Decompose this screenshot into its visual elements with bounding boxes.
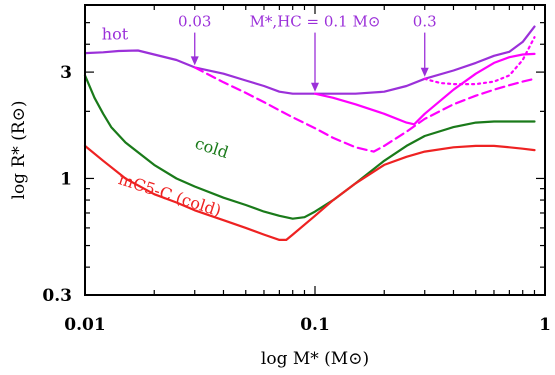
x-tick-label: 0.1 <box>300 315 330 335</box>
y-tick-label: 1 <box>60 169 72 189</box>
series-line-0 <box>83 25 536 95</box>
annotation-arrows <box>190 32 429 92</box>
series-line-4 <box>83 74 536 220</box>
y-tick-label: 3 <box>60 63 72 83</box>
series-label-2: mC5-C (cold) <box>116 169 223 220</box>
x-tick-label: 0.01 <box>64 315 105 335</box>
series-line-1 <box>313 52 536 126</box>
annotation-arrowhead-1 <box>311 82 319 92</box>
x-axis-label: log M* (M⊙) <box>261 349 369 369</box>
annotation-arrowhead-2 <box>420 67 429 77</box>
annotation-label-0: 0.03 <box>178 13 211 31</box>
series-group <box>83 25 536 241</box>
series-line-2 <box>193 66 536 153</box>
series-line-5 <box>83 144 536 241</box>
annotation-label-2: 0.3 <box>413 13 437 31</box>
series-label-1: cold <box>193 134 231 163</box>
annotation-arrowhead-0 <box>190 56 199 66</box>
annotation-label-1: M*,HC = 0.1 M⊙ <box>250 13 381 31</box>
series-line-3 <box>423 36 536 86</box>
y-axis-label: log R* (R⊙) <box>9 101 29 200</box>
x-tick-label: 1 <box>539 315 551 335</box>
axis-ticks <box>84 5 546 296</box>
y-tick-label: 0.3 <box>42 286 72 306</box>
series-label-0: hot <box>102 25 129 44</box>
